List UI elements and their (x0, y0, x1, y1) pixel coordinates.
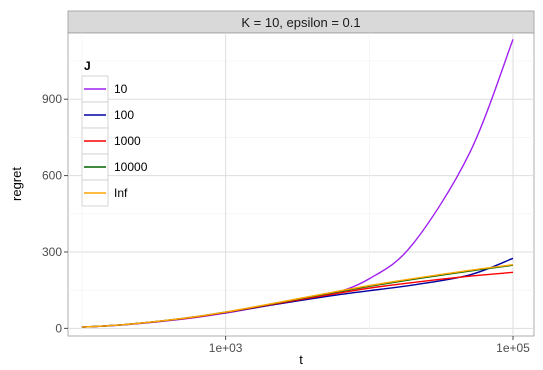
series-lines (81, 39, 514, 328)
legend: J 10 100 1000 10000 Inf (81, 59, 148, 207)
facet-label: K = 10, epsilon = 0.1 (241, 15, 360, 30)
y-tick-label: 600 (42, 169, 62, 183)
y-axis: 0 300 600 900 (42, 92, 68, 335)
legend-label-Inf: Inf (114, 186, 128, 200)
legend-label-10000: 10000 (114, 160, 148, 174)
y-tick-label: 0 (55, 321, 62, 335)
x-tick-label: 1e+05 (496, 341, 530, 355)
y-tick-label: 300 (42, 245, 62, 259)
x-tick-label: 1e+03 (209, 341, 243, 355)
plot-panel (67, 32, 535, 337)
legend-label-100: 100 (114, 108, 134, 122)
legend-label-1000: 1000 (114, 134, 141, 148)
legend-label-10: 10 (114, 82, 128, 96)
legend-title: J (84, 59, 91, 73)
x-axis: 1e+03 1e+05 (209, 336, 530, 355)
series-line-Inf (81, 264, 514, 328)
y-axis-title: regret (9, 167, 24, 201)
x-axis-title: t (299, 352, 303, 367)
y-tick-label: 900 (42, 92, 62, 106)
